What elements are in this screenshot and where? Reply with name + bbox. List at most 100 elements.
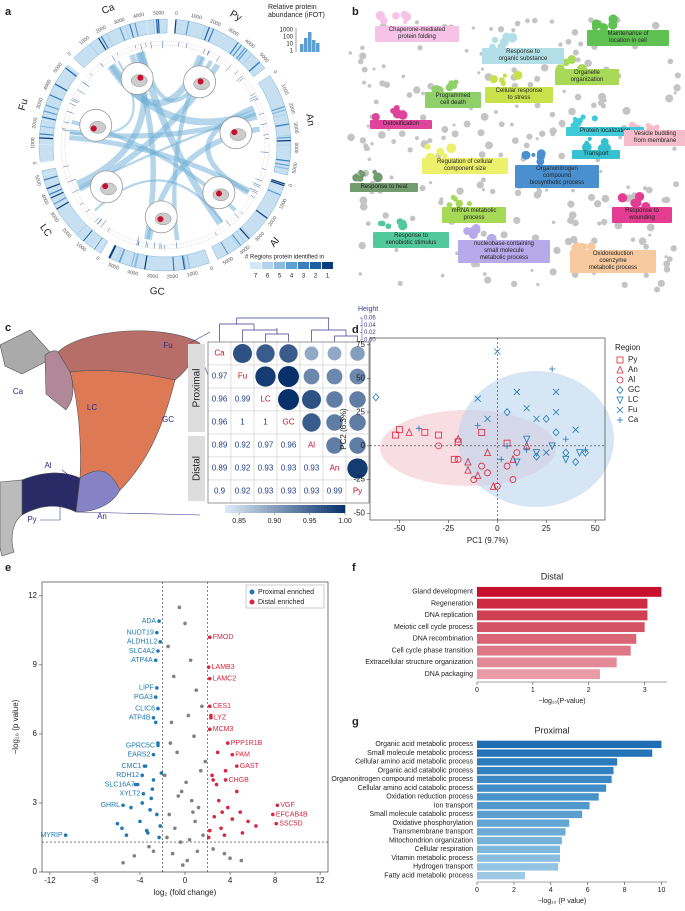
point [141,791,146,796]
go-node [591,115,598,122]
bar [477,793,599,801]
point-label: PAM [235,751,250,758]
point [454,434,462,443]
go-node [413,86,421,94]
go-node [348,51,353,55]
point [474,471,482,479]
circos-tick [145,241,148,248]
point [151,752,156,757]
sector-tick-label: 1000 [78,35,91,47]
go-node [440,273,445,278]
go-node [646,186,653,194]
go-node [500,80,507,87]
sector-tick-label: 2000 [209,18,222,28]
point [195,849,200,854]
point [171,674,176,679]
circos-stripe [96,239,106,252]
go-node [647,124,654,132]
go-node [489,27,494,31]
circos-stripe [92,236,102,249]
x-tick-label: 10 [658,887,666,894]
x-tick-label: -12 [44,876,56,885]
circos-tick [94,217,100,223]
circos-tick [137,240,140,246]
sector-tick-label: 4000 [243,38,256,50]
sector-tick-label: 2000 [60,227,72,239]
go-node [670,245,677,252]
circos-tick [66,110,74,114]
circos-stripe [134,253,140,268]
go-node [481,187,486,192]
go-node [571,188,575,193]
regions-legend-label: 7 [254,274,258,280]
colorbar-step [312,505,316,513]
go-node [357,58,364,65]
circos-stripe [145,20,149,35]
circos-tick [71,98,80,103]
colorbar-step [240,505,244,513]
go-node [646,223,655,232]
point [156,706,160,711]
sector-label: Al [268,236,282,250]
regions-legend-swatch [250,262,261,269]
circos-tick [207,50,210,56]
circos-stripe [153,19,157,34]
point [533,415,540,423]
circos-stripe [42,171,57,176]
point [562,455,570,464]
sector-tick-label: 5000 [222,256,235,267]
go-node [401,74,406,79]
circos-stripe [40,159,55,163]
go-node [463,120,471,128]
point [617,417,623,423]
matrix-value: 0.93 [304,487,320,496]
go-node [531,152,536,158]
circos-tick [97,218,103,225]
point [616,365,624,374]
go-node [663,196,671,204]
go-node [453,79,459,85]
point [513,449,521,456]
point [240,831,245,835]
point [470,476,478,483]
go-node [577,117,583,124]
point-label: MYRIP [40,832,63,839]
point [209,715,213,720]
go-node [498,121,505,128]
go-node [452,196,458,202]
point [156,649,160,653]
point [616,376,624,384]
point [392,431,399,439]
colorbar-step [249,505,253,513]
matrix-label: Ca [214,349,225,358]
regions-legend-swatch [274,262,285,269]
circos-stripe [237,49,248,61]
go-node [588,17,594,23]
point [155,630,159,635]
go-node [373,99,379,105]
x-tick-label: 0 [475,687,479,694]
category-label: Ion transport [434,802,473,809]
colorbar-step [282,505,286,513]
circos-stripe [200,25,207,40]
circos-stripe [109,245,117,259]
category-label: Organic acid catabolic process [378,767,474,774]
point [148,808,152,812]
go-node [429,180,433,185]
point [234,789,239,794]
point [170,851,175,856]
point [162,773,167,778]
go-node [500,231,508,239]
circos-tick [260,123,267,126]
y-tick-label: 0 [33,867,38,876]
point [178,840,183,844]
sector-tick-label: 2000 [287,102,296,115]
colorbar-step [318,505,322,513]
point [523,404,530,412]
bar [477,749,653,757]
point [153,658,158,663]
colorbar-step [261,505,265,513]
x-axis-label: −log₁₀(P-value) [538,698,585,705]
